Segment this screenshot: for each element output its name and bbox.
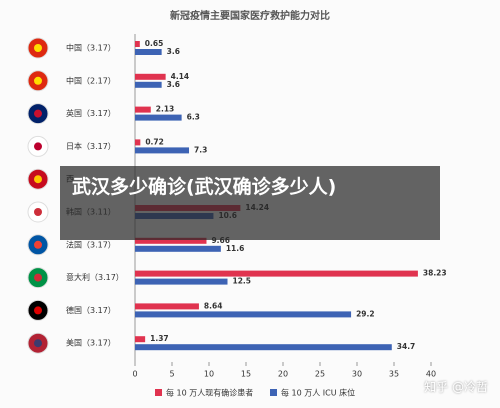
legend-label: 每 10 万人现有确诊患者 <box>166 388 253 398</box>
bar <box>135 336 146 343</box>
bar <box>135 41 140 47</box>
value-label: 4.14 <box>171 72 190 81</box>
bar <box>135 278 228 285</box>
legend-label: 每 10 万人 ICU 床位 <box>281 388 355 398</box>
flag-detail <box>34 240 42 249</box>
overlay-banner: 武汉多少确诊(武汉确诊多少人) <box>60 166 440 240</box>
value-label: 0.72 <box>145 137 164 146</box>
flag-detail <box>34 109 42 118</box>
y-tick-label: 意大利（3.17） <box>66 272 124 282</box>
bar <box>135 49 162 55</box>
value-label: 34.7 <box>397 342 416 351</box>
bar <box>135 114 182 121</box>
x-tick-label: 40 <box>426 370 436 379</box>
flag-detail <box>34 142 42 151</box>
bar <box>135 303 199 310</box>
flag-detail <box>34 306 42 315</box>
y-tick-label: 中国（3.17） <box>66 43 116 53</box>
bar <box>135 73 166 80</box>
value-label: 2.13 <box>156 105 175 114</box>
bar <box>135 81 162 88</box>
flag-detail <box>34 208 42 216</box>
value-label: 9.66 <box>211 236 230 245</box>
chart-title: 新冠疫情主要国家医疗救护能力对比 <box>170 9 330 22</box>
flag-detail <box>34 44 42 52</box>
x-tick-label: 15 <box>241 370 251 379</box>
bar <box>135 311 352 318</box>
x-tick-label: 30 <box>352 370 362 379</box>
y-tick-label: 德国（3.17） <box>66 305 116 315</box>
flag-detail <box>34 339 42 348</box>
value-label: 3.6 <box>167 80 180 89</box>
x-tick-label: 25 <box>315 370 325 379</box>
value-label: 7.3 <box>194 145 207 154</box>
y-tick-label: 法国（3.17） <box>66 239 116 249</box>
bar <box>135 147 190 154</box>
value-label: 0.65 <box>145 39 164 48</box>
flag-detail <box>34 175 42 184</box>
y-tick-label: 日本（3.17） <box>66 141 116 151</box>
value-label: 11.6 <box>226 244 245 253</box>
legend-swatch <box>270 389 277 396</box>
y-tick-label: 英国（3.17） <box>66 108 116 118</box>
watermark: 知乎 @冷哲 <box>424 380 488 394</box>
bar <box>135 237 207 244</box>
flag-detail <box>34 273 42 282</box>
bar <box>135 344 392 351</box>
value-label: 29.2 <box>356 309 375 318</box>
value-label: 6.3 <box>187 113 200 122</box>
y-tick-label: 美国（3.17） <box>66 338 116 348</box>
value-label: 3.6 <box>167 47 180 56</box>
x-tick-label: 20 <box>278 370 288 379</box>
value-label: 12.5 <box>233 277 252 286</box>
bar <box>135 139 141 146</box>
value-label: 38.23 <box>423 269 447 278</box>
value-label: 8.64 <box>204 301 223 310</box>
flag-detail <box>34 76 42 85</box>
x-tick-label: 10 <box>204 370 214 379</box>
bar <box>135 106 151 113</box>
y-tick-label: 中国（2.17） <box>66 75 116 85</box>
bar <box>135 270 418 277</box>
x-tick-label: 0 <box>132 370 137 379</box>
x-tick-label: 35 <box>389 370 399 379</box>
legend-swatch <box>155 389 162 396</box>
bar <box>135 245 221 252</box>
x-tick-label: 5 <box>169 370 174 379</box>
value-label: 1.37 <box>150 334 169 343</box>
